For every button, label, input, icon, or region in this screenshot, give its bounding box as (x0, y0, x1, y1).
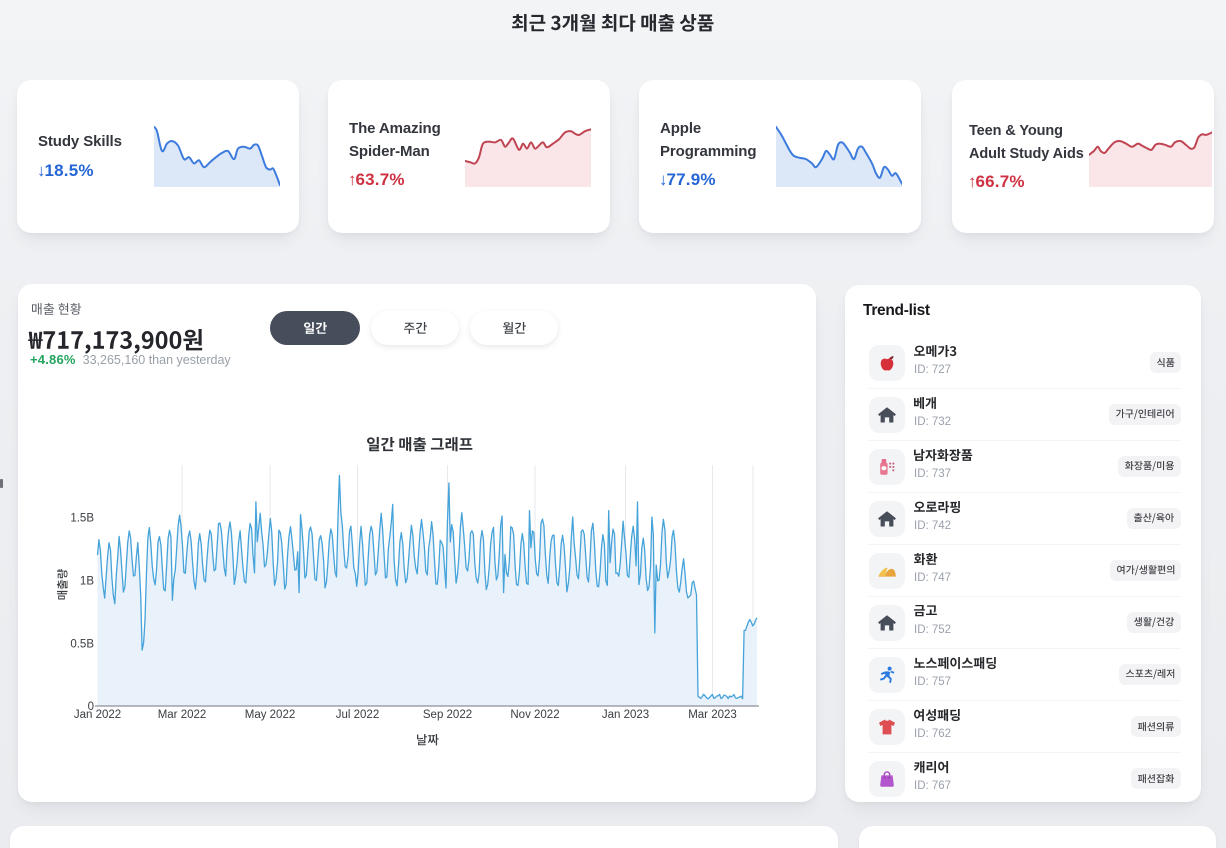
svg-text:Mar 2023: Mar 2023 (688, 709, 737, 721)
svg-text:Jan 2022: Jan 2022 (74, 709, 121, 721)
svg-text:Jul 2022: Jul 2022 (336, 709, 379, 721)
svg-text:Jan 2023: Jan 2023 (602, 709, 649, 721)
svg-text:Nov 2022: Nov 2022 (510, 709, 559, 721)
svg-text:0.5B: 0.5B (70, 639, 94, 651)
svg-text:1B: 1B (80, 576, 94, 588)
svg-text:1.5B: 1.5B (70, 513, 94, 525)
svg-text:Sep 2022: Sep 2022 (423, 709, 472, 721)
svg-text:May 2022: May 2022 (245, 709, 296, 721)
svg-text:Mar 2022: Mar 2022 (158, 709, 207, 721)
svg-text:0: 0 (88, 701, 94, 713)
